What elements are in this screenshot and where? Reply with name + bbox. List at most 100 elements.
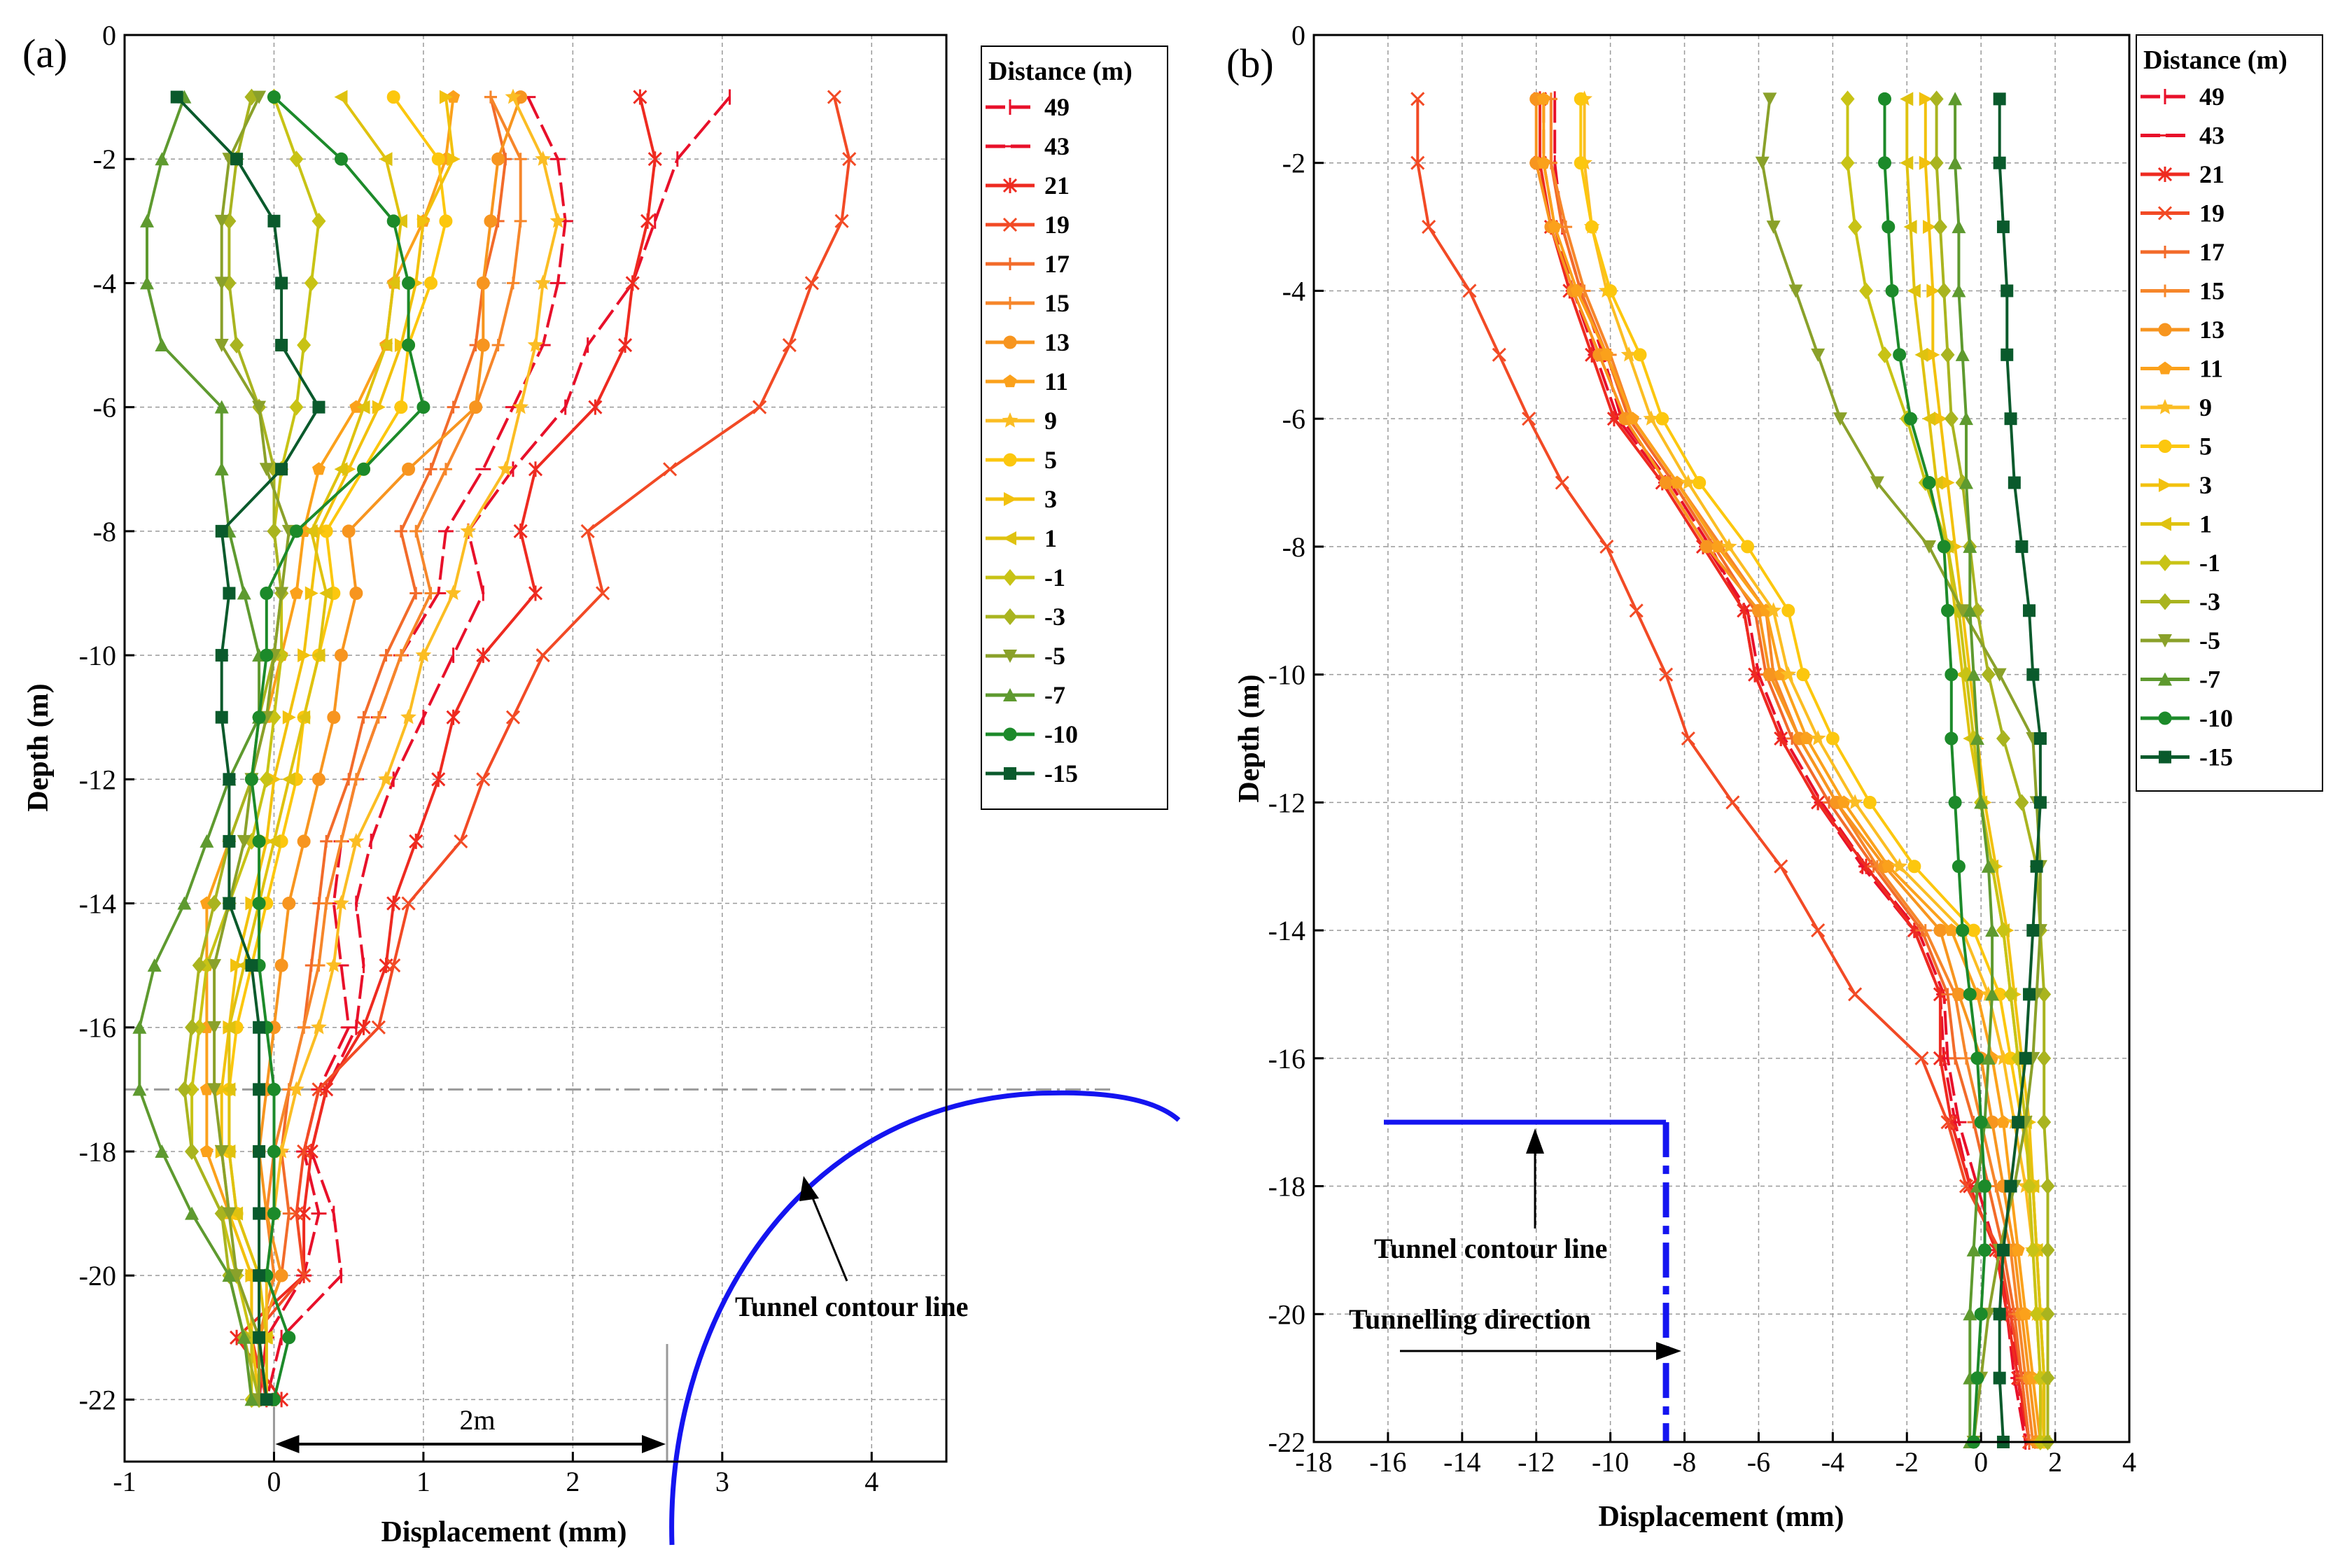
data-point — [348, 832, 365, 848]
legend-marker — [2158, 440, 2172, 453]
data-point — [2023, 604, 2036, 617]
data-point — [1410, 155, 1425, 170]
data-point — [267, 214, 281, 227]
data-point — [497, 461, 514, 476]
data-point — [2023, 988, 2036, 1001]
series--10 — [244, 90, 430, 1406]
data-point — [1755, 156, 1770, 170]
data-point — [2001, 348, 2014, 361]
panel-a-annotations-front: Tunnel contour line 2m — [272, 1090, 1181, 1546]
data-point — [1620, 346, 1637, 362]
x-tick-label: -1 — [113, 1466, 136, 1497]
legend-label: 5 — [1044, 446, 1057, 474]
data-point — [484, 90, 497, 104]
data-point — [259, 463, 274, 477]
data-point — [1780, 666, 1797, 682]
y-tick-label: -14 — [79, 888, 116, 920]
x-tick-label: -4 — [1821, 1446, 1844, 1478]
data-point — [267, 834, 281, 848]
data-point — [275, 339, 288, 352]
y-tick-label: -16 — [1268, 1043, 1305, 1074]
data-point — [2008, 476, 2021, 489]
data-point — [512, 398, 529, 414]
data-point — [215, 710, 228, 724]
data-point — [1907, 284, 1921, 298]
data-point — [386, 958, 401, 973]
data-point — [237, 834, 251, 848]
legend-item-43: 43 — [2141, 122, 2225, 150]
data-point — [514, 214, 527, 227]
legend-label: 5 — [2199, 433, 2212, 461]
data-point — [424, 463, 437, 476]
data-point — [222, 1268, 237, 1282]
data-point — [2040, 1369, 2055, 1387]
series-line--15 — [1998, 99, 2042, 1443]
data-point — [281, 772, 295, 787]
data-point — [469, 400, 483, 414]
data-point — [528, 461, 543, 477]
data-point — [1748, 666, 1763, 682]
data-point — [1948, 92, 1963, 106]
y-tick-label: -8 — [93, 516, 116, 547]
data-point — [633, 89, 647, 105]
data-point — [1970, 1051, 1984, 1065]
data-point — [1981, 859, 1996, 873]
data-point — [185, 1142, 199, 1160]
data-point — [252, 90, 267, 104]
data-point — [333, 895, 349, 911]
legend-item-17: 17 — [986, 250, 1070, 278]
data-point — [282, 1207, 295, 1220]
data-point — [394, 400, 408, 414]
y-tick-label: -6 — [93, 392, 116, 424]
data-point — [245, 896, 259, 911]
legend-marker — [1003, 650, 1017, 663]
legend-marker — [2158, 554, 2172, 571]
data-point — [1885, 284, 1899, 298]
data-point — [155, 152, 169, 166]
data-point — [386, 276, 400, 290]
data-point — [214, 339, 229, 353]
data-point — [528, 585, 543, 601]
data-point — [1922, 476, 1936, 490]
data-point — [312, 959, 325, 972]
data-point — [185, 1018, 199, 1036]
data-point — [230, 1206, 244, 1221]
data-point — [199, 834, 214, 848]
legend-item-9: 9 — [2141, 393, 2212, 421]
data-point — [2037, 1049, 2052, 1067]
data-point — [415, 647, 432, 662]
data-point — [1900, 155, 1914, 170]
data-point — [1963, 603, 1977, 617]
data-point — [1933, 218, 1947, 236]
data-point — [424, 587, 437, 600]
data-point — [223, 587, 236, 600]
data-point — [349, 586, 363, 600]
tunnel-contour-arrowhead — [1526, 1128, 1544, 1154]
data-point — [1882, 220, 1896, 234]
data-point — [2004, 1180, 2017, 1193]
data-point — [1945, 732, 1959, 746]
data-point — [476, 338, 490, 352]
data-point — [215, 649, 228, 662]
x-tick-label: -14 — [1443, 1446, 1480, 1478]
data-point — [1974, 1115, 1988, 1129]
data-point — [1919, 92, 1933, 106]
data-point — [1585, 220, 1599, 234]
legend-item-21: 21 — [2141, 160, 2225, 188]
data-point — [535, 648, 550, 663]
data-point — [447, 90, 461, 103]
legend-item-11: 11 — [2141, 355, 2223, 383]
tunnelling-direction-arrowhead — [1656, 1342, 1681, 1360]
data-point — [1933, 923, 1947, 937]
data-point — [342, 524, 356, 538]
panel-a-legend-title: Distance (m) — [988, 57, 1133, 86]
legend-item-19: 19 — [986, 211, 1070, 239]
legend-marker — [2159, 246, 2171, 258]
data-point — [2029, 1306, 2044, 1323]
legend-item--3: -3 — [986, 603, 1065, 631]
data-point — [372, 400, 386, 414]
legend-marker — [2157, 167, 2173, 182]
data-point — [1833, 412, 1847, 426]
data-point — [253, 1144, 266, 1158]
series-line-49 — [265, 96, 731, 1400]
